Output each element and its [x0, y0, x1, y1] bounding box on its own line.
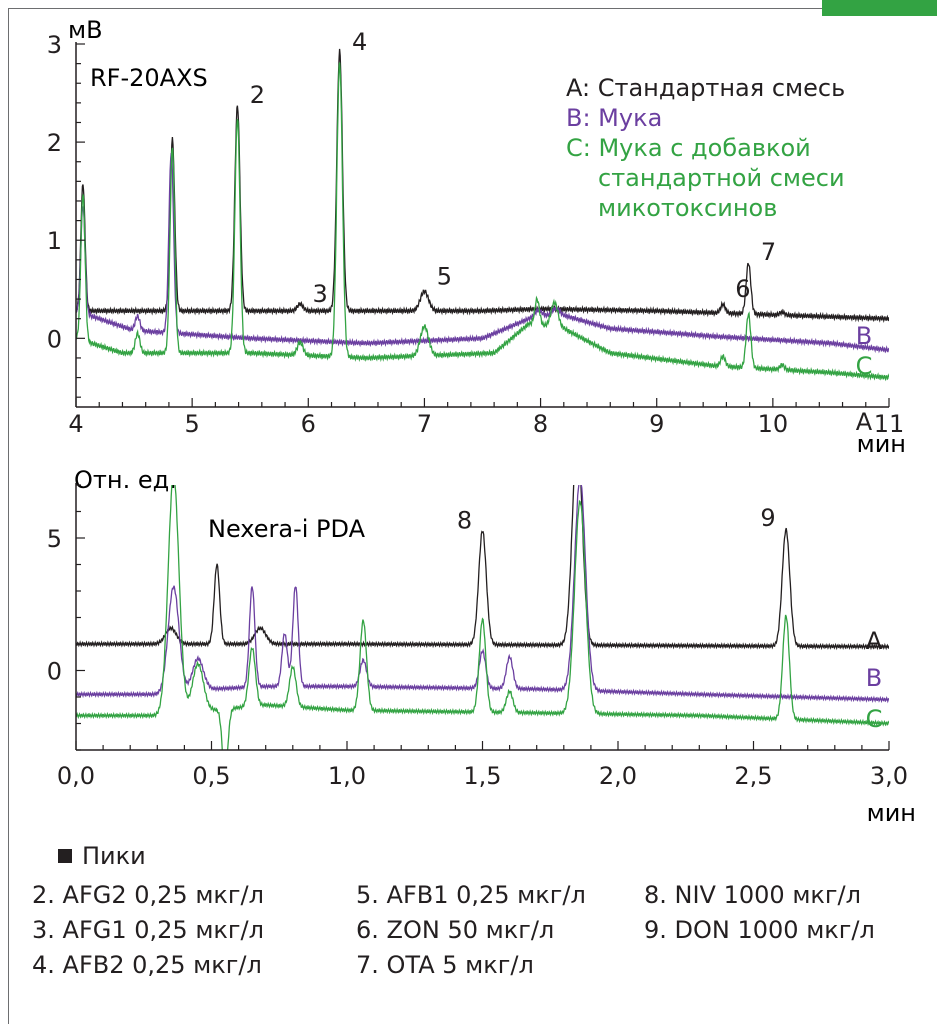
peak-number-label: 7 [761, 238, 776, 266]
peaks-heading: Пики [58, 842, 146, 870]
x-tick-label: 5 [185, 410, 200, 438]
x-tick-label: 7 [417, 410, 432, 438]
series-line-a [76, 48, 889, 323]
chart1-series-end-labels: A BC [856, 322, 873, 436]
chart1-series-lines [76, 48, 889, 382]
accent-corner-tab [822, 0, 937, 16]
series-line-c [76, 62, 889, 382]
chart1-peak-labels: 2 3 4 5 67 [250, 28, 776, 308]
series-end-label-c: C [866, 705, 883, 733]
series-end-label-a: A [856, 408, 873, 436]
chart1-annotation: RF-20AXS [90, 64, 208, 92]
series-line-b [76, 485, 889, 704]
chart1-xlabel: мин [857, 430, 906, 458]
peak-number-label: 3 [313, 280, 328, 308]
y-tick-label: 3 [47, 31, 62, 59]
chart1-legend: A: Стандартная смесь B: Мука C: Мука с д… [566, 74, 845, 222]
chart1-ylabel: мВ [68, 16, 103, 44]
peak-entry: 4. AFB2 0,25 мкг/л [32, 951, 262, 979]
x-tick-label: 10 [758, 410, 789, 438]
series-line-c [76, 485, 889, 750]
legend-entry-c-line1: C: Мука с добавкой [566, 134, 811, 162]
y-tick-label: 1 [47, 227, 62, 255]
chart2-ylabel: Отн. ед. [74, 466, 177, 494]
chart-1-rf20axs: мВ RF-20AXS A: Стандартная смесь B: Мука… [47, 16, 906, 458]
chart2-xlabel: мин [867, 799, 916, 827]
x-tick-label: 8 [533, 410, 548, 438]
peak-number-label: 8 [457, 507, 472, 535]
series-line-b [76, 152, 889, 354]
peaks-column-1: 2. AFG2 0,25 мкг/л 3. AFG1 0,25 мкг/л 4.… [32, 878, 264, 983]
peaks-heading-text: Пики [82, 842, 146, 870]
peak-entry: 5. AFB1 0,25 мкг/л [356, 881, 586, 909]
peak-entry: 7. OTA 5 мкг/л [356, 951, 534, 979]
peak-number-label: 9 [760, 504, 775, 532]
x-tick-label: 2,0 [599, 762, 637, 790]
peak-number-label: 6 [735, 275, 750, 303]
x-tick-label: 11 [874, 410, 905, 438]
y-tick-label: 0 [47, 325, 62, 353]
chart2-series-end-labels: ABC [866, 627, 883, 733]
peaks-column-3: 8. NIV 1000 мкг/л 9. DON 1000 мкг/л [644, 878, 875, 948]
x-tick-label: 9 [649, 410, 664, 438]
x-tick-label: 3,0 [870, 762, 908, 790]
peaks-column-2: 5. AFB1 0,25 мкг/л 6. ZON 50 мкг/л 7. OT… [356, 878, 586, 983]
chart-2-nexera-pda: Отн. ед. Nexera-i PDA 0,0 0,5 1,0 1,5 2,0 2,5… [47, 466, 916, 827]
y-tick-label: 0 [47, 658, 62, 686]
peak-number-label: 4 [352, 28, 367, 56]
x-tick-label: 0,5 [192, 762, 230, 790]
series-line-a [76, 485, 889, 651]
peak-number-label: 2 [250, 81, 265, 109]
peak-entry: 6. ZON 50 мкг/л [356, 916, 555, 944]
chromatograms: мВ RF-20AXS A: Стандартная смесь B: Мука… [47, 16, 916, 827]
series-end-label-b: B [856, 322, 872, 350]
legend-entry-c-line2: стандартной смеси [598, 164, 845, 192]
legend-entry-b: B: Мука [566, 104, 662, 132]
chart2-axes: 0,0 0,5 1,0 1,5 2,0 2,5 3,0 5 0 [47, 483, 908, 790]
x-tick-label: 4 [68, 410, 83, 438]
series-end-label-a: A [866, 627, 883, 655]
x-tick-label: 0,0 [57, 762, 95, 790]
peak-entry: 3. AFG1 0,25 мкг/л [32, 916, 264, 944]
chart2-series-lines [76, 485, 889, 750]
series-end-label-c: C [856, 352, 873, 380]
x-tick-label: 6 [301, 410, 316, 438]
legend-entry-a: A: Стандартная смесь [566, 74, 845, 102]
x-tick-label: 1,0 [328, 762, 366, 790]
y-tick-label: 2 [47, 129, 62, 157]
peak-entry: 2. AFG2 0,25 мкг/л [32, 881, 264, 909]
peak-entry: 8. NIV 1000 мкг/л [644, 881, 861, 909]
page-frame [8, 8, 935, 1024]
series-end-label-b: B [866, 664, 882, 692]
x-tick-label: 1,5 [463, 762, 501, 790]
legend-entry-c-line3: микотоксинов [598, 194, 777, 222]
peak-number-label: 5 [437, 262, 452, 290]
square-bullet-icon [58, 849, 72, 863]
peak-entry: 9. DON 1000 мкг/л [644, 916, 875, 944]
x-tick-label: 2,5 [734, 762, 772, 790]
chart2-annotation: Nexera-i PDA [208, 515, 366, 543]
y-tick-label: 5 [47, 525, 62, 553]
